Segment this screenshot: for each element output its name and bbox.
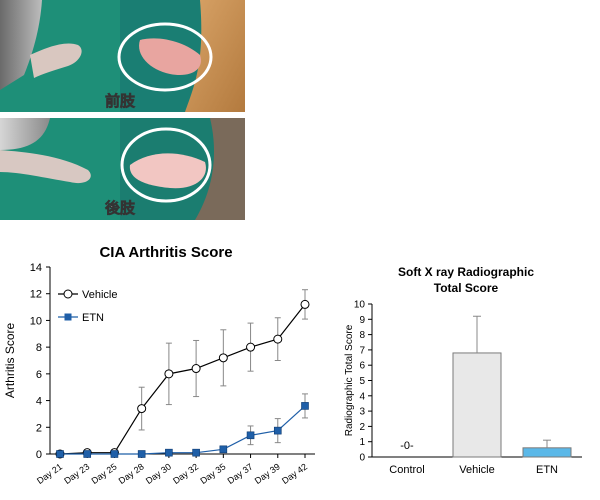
x-tick-label: Day 37 [226,461,255,486]
x-tick-label: Vehicle [459,464,494,476]
legend-label: ETN [82,312,104,324]
data-point-etn [192,448,200,457]
arthritis-score-chart: CIA Arthritis Score Arthritis Score 0 2 4 6 8 1… [3,244,315,486]
data-point-etn [219,445,228,454]
x-tick-label: Day 25 [89,461,118,486]
y-tick-label: 8 [36,342,42,354]
data-point-vehicle [300,299,310,309]
y-tick-label: 8 [359,330,365,341]
value-annotation: -0- [400,440,414,452]
forelimb-arthritis-photo [117,0,245,112]
y-tick-label: 10 [30,315,42,327]
y-tick-label: 1 [359,437,365,448]
y-tick-label: 2 [36,422,42,434]
highlight-circle [117,22,213,92]
data-point-etn [110,450,119,458]
paw-photo-panel: 前肢 後肢 [0,0,245,220]
y-tick-label: 6 [36,369,42,381]
data-point-etn [246,431,255,440]
x-tick-label: Day 30 [144,461,173,486]
data-point-vehicle [273,334,283,344]
radiographic-score-chart: Soft X ray Radiographic Total Score Radiog… [344,265,582,476]
data-point-etn [301,402,309,410]
highlight-circle [120,127,212,203]
y-tick-label: 7 [359,345,365,356]
y-tick-label: 5 [359,376,365,387]
y-tick-label: 9 [359,315,365,326]
y-tick-label: 0 [359,453,365,464]
forelimb-label: 前肢 [105,92,136,110]
data-point-vehicle [218,353,228,363]
y-axis-label: Arthritis Score [3,323,17,399]
forelimb-normal-photo [0,0,120,112]
data-point-etn [137,450,146,458]
data-point-etn [165,448,173,457]
x-tick-label: Day 42 [280,461,309,486]
x-tick-label: Control [389,464,424,476]
legend-label: Vehicle [82,289,117,301]
series-line-etn [60,405,306,455]
y-tick-label: 12 [30,289,42,301]
series-line-vehicle [59,304,306,455]
x-tick-label: Day 32 [171,461,200,486]
data-point-vehicle [137,404,147,414]
y-tick-label: 2 [359,422,365,433]
x-tick-label: Day 39 [253,461,282,486]
y-tick-label: 10 [354,300,366,311]
y-axis-label: Radiographic Total Score [344,324,355,436]
bar-etn [522,447,572,458]
y-tick-label: 6 [359,361,365,372]
legend-marker [64,313,72,321]
data-point-vehicle [246,342,256,352]
x-tick-label: Day 28 [117,461,146,486]
chart-title: CIA Arthritis Score [99,244,232,261]
y-tick-label: 14 [30,262,42,274]
chart-title: Total Score [434,281,499,295]
x-tick-label: Day 35 [198,461,227,486]
chart-title: Soft X ray Radiographic [398,265,534,279]
data-point-etn [273,426,282,435]
data-point-vehicle [164,369,174,379]
y-tick-label: 3 [359,407,365,418]
bar-vehicle [452,352,502,458]
y-tick-label: 4 [36,396,42,408]
hindlimb-label: 後肢 [104,199,136,217]
data-point-etn [83,450,92,458]
x-tick-label: Day 23 [62,461,91,486]
data-point-etn [56,450,64,458]
data-point-vehicle [191,364,201,374]
legend-marker [63,289,73,299]
hindlimb-normal-photo [0,118,120,220]
hindlimb-arthritis-photo [120,118,245,220]
y-tick-label: 4 [359,391,365,402]
x-tick-label: ETN [536,464,558,476]
x-tick-label: Day 21 [35,461,64,486]
y-tick-label: 0 [36,449,42,461]
